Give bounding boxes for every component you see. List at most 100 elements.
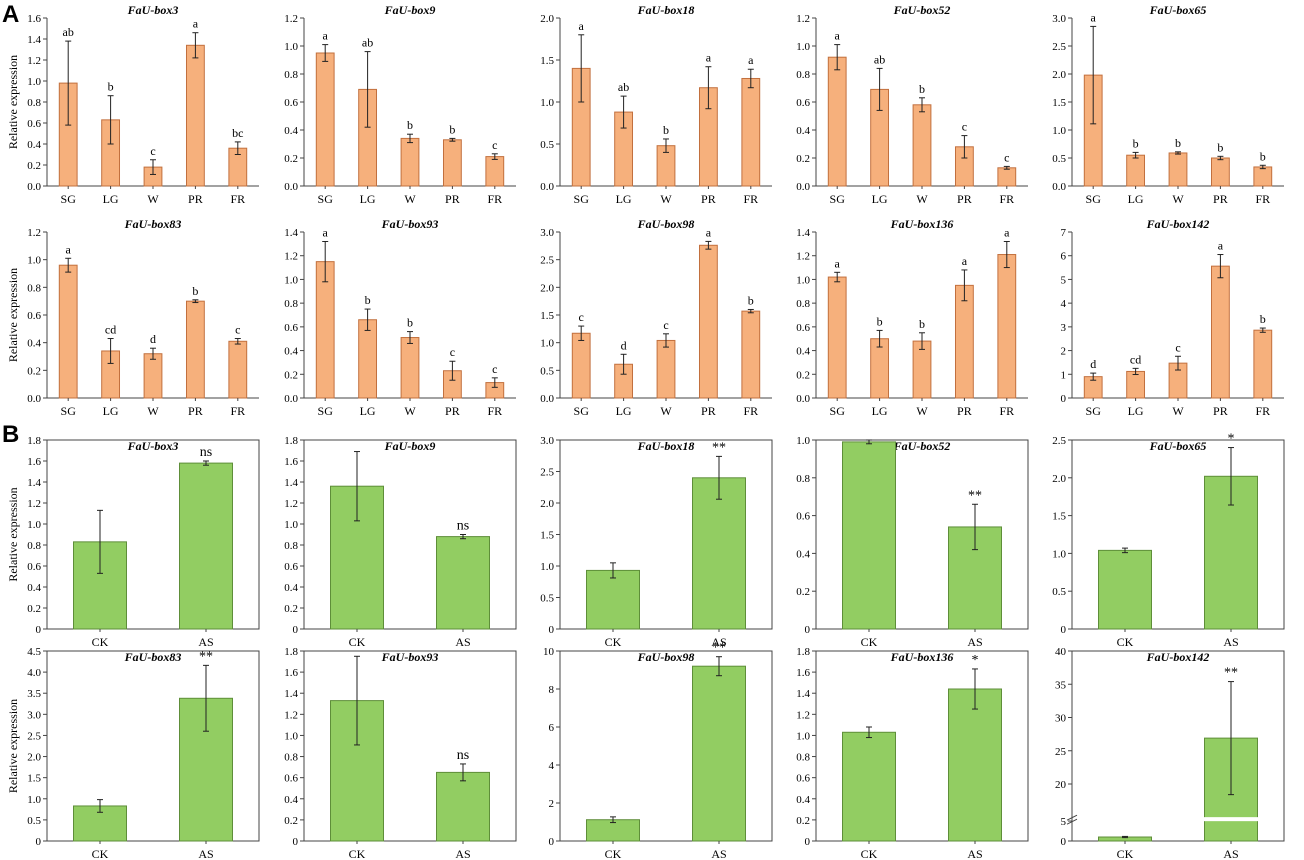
y-tick-label: 1.2 — [796, 13, 810, 25]
y-tick-label: 1.0 — [284, 41, 298, 53]
significance-label: ** — [712, 641, 726, 656]
y-tick-label: 2 — [1061, 346, 1067, 358]
chart-a-fau-box93: FaU-box93 0.0 0.2 0.4 0.6 0.8 1.0 1.2 1.4 a SG b LG b… — [284, 217, 516, 418]
x-tick-label: SG — [61, 192, 77, 206]
significance-label: a — [748, 53, 754, 67]
x-tick-label: LG — [1128, 192, 1144, 206]
significance-label: b — [1260, 312, 1266, 326]
significance-label: a — [835, 256, 841, 270]
y-tick-label: 1.6 — [796, 667, 810, 679]
plot-frame — [303, 439, 517, 630]
y-tick-label: 0.6 — [796, 511, 810, 523]
y-tick-label: 0.8 — [796, 752, 810, 764]
panel-letter-a: A — [2, 1, 19, 28]
y-tick-label: 3.0 — [540, 227, 554, 239]
x-tick-label: AS — [198, 847, 213, 860]
y-tick-label: 1.0 — [27, 76, 41, 88]
y-tick-label: 2.5 — [540, 255, 554, 267]
chart-a-fau-box142: FaU-box142 0 1 2 3 4 5 6 7 d SG cd LG c Wa PR b FR — [1061, 217, 1284, 418]
chart-b-fau-box93: FaU-box93 0 0.2 0.4 0.6 0.8 1.0 1.2 1.4 1.6 1.8 CK n… — [284, 646, 517, 860]
y-tick-label: 0 — [549, 624, 555, 636]
significance-label: a — [1091, 10, 1097, 24]
y-tick-label: 4 — [1061, 298, 1067, 310]
chart-a-fau-box52: FaU-box52 0.0 0.2 0.4 0.6 0.8 1.0 1.2 a SG ab LG b Wc… — [796, 3, 1028, 206]
x-tick-label: SG — [1086, 192, 1102, 206]
significance-label: c — [962, 120, 967, 134]
y-tick-label: 4.5 — [27, 646, 41, 658]
y-tick-label: 0.0 — [27, 181, 41, 193]
bar-w — [143, 353, 163, 399]
chart-a-fau-box65: FaU-box65 0.0 0.5 1.0 1.5 2.0 2.5 3.0 a SG b LG b Wb P… — [1052, 3, 1284, 206]
x-tick-label: CK — [605, 847, 622, 860]
y-tick-label: 0 — [36, 624, 42, 636]
bar-fr — [997, 167, 1017, 187]
axis-break-mark — [1066, 814, 1078, 821]
x-tick-label: FR — [1255, 192, 1270, 206]
y-tick-label: 0.0 — [284, 181, 298, 193]
y-tick-label: 1.0 — [1052, 548, 1066, 560]
x-tick-label: FR — [999, 404, 1014, 418]
panel-letter-b: B — [2, 421, 19, 448]
y-tick-label: 0 — [1061, 393, 1067, 405]
chart-title: FaU-box9 — [384, 3, 436, 17]
significance-label: b — [192, 284, 198, 298]
significance-label: a — [323, 225, 329, 239]
axis-break-mark — [1066, 818, 1078, 825]
y-tick-label: 1.0 — [796, 435, 810, 447]
x-tick-label: AS — [455, 847, 470, 860]
x-tick-label: FR — [230, 192, 245, 206]
significance-label: b — [407, 118, 413, 132]
significance-label: c — [579, 310, 584, 324]
bar-as — [692, 665, 746, 842]
y-tick-label: 1.2 — [284, 251, 298, 263]
chart-title: FaU-box93 — [381, 650, 439, 664]
bar-ck — [842, 441, 896, 630]
chart-title: FaU-box83 — [124, 650, 182, 664]
significance-label: d — [150, 332, 156, 346]
y-tick-label: 1.0 — [27, 255, 41, 267]
y-tick-label: 20 — [1055, 779, 1067, 791]
chart-title: FaU-box65 — [1149, 439, 1207, 453]
y-axis-label: Relative expression — [6, 487, 20, 581]
y-tick-label: 1.4 — [284, 688, 298, 700]
x-tick-label: AS — [967, 635, 982, 649]
x-tick-label: W — [660, 192, 672, 206]
y-tick-label: 10 — [543, 646, 555, 658]
y-tick-label: 3.5 — [27, 688, 41, 700]
y-tick-label: 1.2 — [27, 227, 41, 239]
x-tick-label: CK — [861, 635, 878, 649]
x-tick-label: SG — [574, 192, 590, 206]
significance-label: * — [972, 653, 979, 668]
y-tick-label: 1.0 — [540, 561, 554, 573]
chart-b-fau-box9: FaU-box9 0 0.2 0.4 0.6 0.8 1.0 1.2 1.4 1.6 1.8 CK ns… — [284, 435, 517, 649]
y-tick-label: 0.2 — [284, 369, 298, 381]
chart-title: FaU-box136 — [890, 650, 954, 664]
significance-label: a — [706, 51, 712, 65]
significance-label: b — [1217, 140, 1223, 154]
y-tick-label: 0.5 — [540, 593, 554, 605]
y-tick-label: 1.5 — [540, 530, 554, 542]
significance-label: a — [1004, 225, 1010, 239]
significance-label: d — [621, 338, 627, 352]
y-tick-label: 0.4 — [27, 582, 41, 594]
y-tick-label: 1.2 — [796, 251, 810, 263]
x-tick-label: W — [660, 404, 672, 418]
y-tick-label: 2.0 — [1052, 473, 1066, 485]
bar-break-gap — [1203, 817, 1259, 822]
significance-label: c — [150, 144, 155, 158]
significance-label: b — [663, 123, 669, 137]
y-tick-label: 1.2 — [284, 13, 298, 25]
x-tick-label: AS — [198, 635, 213, 649]
chart-b-fau-box3: FaU-box3 Relative expression 0 0.2 0.4 0.6 0.8… — [6, 435, 260, 649]
plot-frame — [46, 650, 260, 842]
significance-label: ab — [63, 25, 74, 39]
plot-frame — [303, 650, 517, 842]
y-tick-label: 0.6 — [284, 322, 298, 334]
y-tick-label: 0.0 — [796, 393, 810, 405]
bar-sg — [58, 264, 78, 399]
chart-b-fau-box98: FaU-box98 0 2 4 6 8 10 CK ** AS — [543, 641, 773, 860]
bar-as — [436, 771, 490, 842]
y-tick-label: 1.8 — [27, 435, 41, 447]
chart-a-fau-box136: FaU-box136 0.0 0.2 0.4 0.6 0.8 1.0 1.2 1.4 a SG b LG… — [796, 217, 1028, 418]
y-tick-label: 0 — [1061, 836, 1067, 848]
